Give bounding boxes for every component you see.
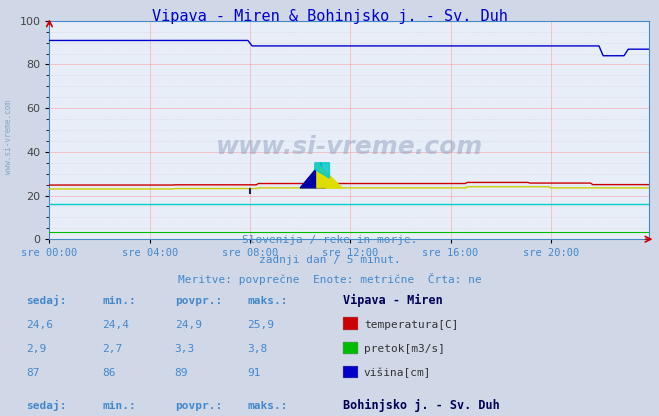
Text: 24,6: 24,6 (26, 320, 53, 330)
Text: maks.:: maks.: (247, 296, 287, 306)
Text: temperatura[C]: temperatura[C] (364, 320, 458, 330)
Text: povpr.:: povpr.: (175, 401, 222, 411)
Text: 86: 86 (102, 368, 115, 378)
Text: www.si-vreme.com: www.si-vreme.com (215, 136, 483, 159)
Text: 24,4: 24,4 (102, 320, 129, 330)
Text: 3,3: 3,3 (175, 344, 195, 354)
Text: pretok[m3/s]: pretok[m3/s] (364, 344, 445, 354)
Text: 2,7: 2,7 (102, 344, 123, 354)
Polygon shape (317, 163, 342, 188)
Text: višina[cm]: višina[cm] (364, 368, 431, 378)
Text: min.:: min.: (102, 401, 136, 411)
Text: Vipava - Miren & Bohinjsko j. - Sv. Duh: Vipava - Miren & Bohinjsko j. - Sv. Duh (152, 9, 507, 24)
Text: 89: 89 (175, 368, 188, 378)
Text: 91: 91 (247, 368, 260, 378)
Text: Bohinjsko j. - Sv. Duh: Bohinjsko j. - Sv. Duh (343, 399, 500, 411)
Polygon shape (315, 163, 330, 178)
Text: 3,8: 3,8 (247, 344, 268, 354)
Text: 87: 87 (26, 368, 40, 378)
Text: maks.:: maks.: (247, 401, 287, 411)
Text: www.si-vreme.com: www.si-vreme.com (4, 100, 13, 174)
Text: povpr.:: povpr.: (175, 296, 222, 306)
Text: Slovenija / reke in morje.: Slovenija / reke in morje. (242, 235, 417, 245)
Text: 25,9: 25,9 (247, 320, 274, 330)
Text: zadnji dan / 5 minut.: zadnji dan / 5 minut. (258, 255, 401, 265)
Text: min.:: min.: (102, 296, 136, 306)
Text: Vipava - Miren: Vipava - Miren (343, 294, 442, 307)
Text: 2,9: 2,9 (26, 344, 47, 354)
Polygon shape (300, 163, 326, 188)
Text: sedaj:: sedaj: (26, 295, 67, 306)
Text: 24,9: 24,9 (175, 320, 202, 330)
Text: sedaj:: sedaj: (26, 399, 67, 411)
Text: Meritve: povprečne  Enote: metrične  Črta: ne: Meritve: povprečne Enote: metrične Črta:… (178, 273, 481, 285)
